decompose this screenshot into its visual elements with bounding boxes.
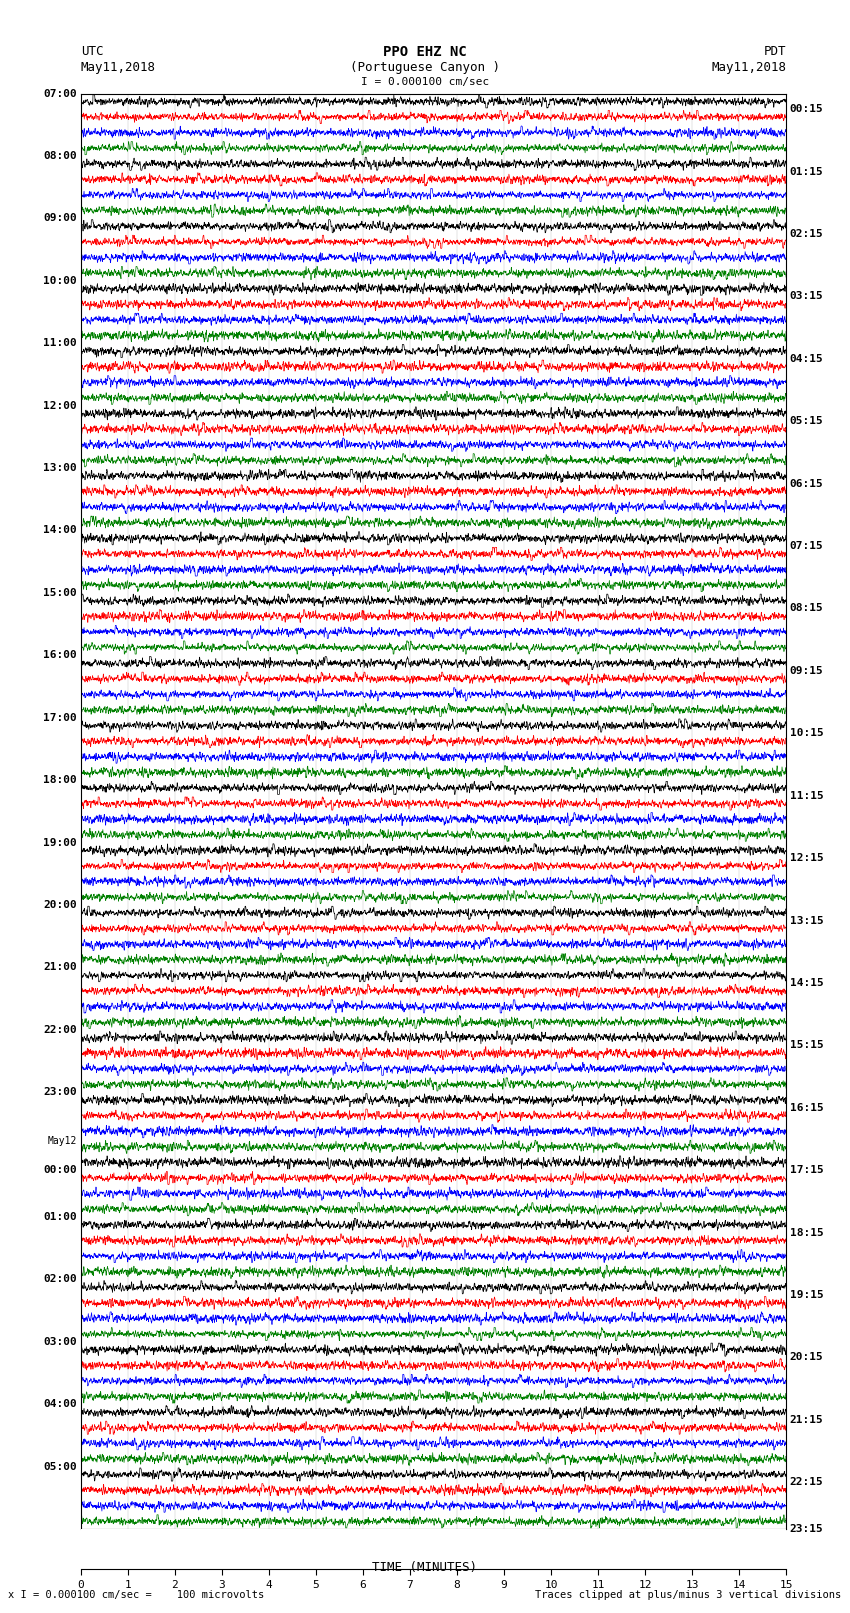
Text: 19:15: 19:15 [790,1290,824,1300]
Text: 02:15: 02:15 [790,229,824,239]
Text: 23:00: 23:00 [43,1087,77,1097]
Text: 16:15: 16:15 [790,1103,824,1113]
Text: 05:15: 05:15 [790,416,824,426]
Text: 10:00: 10:00 [43,276,77,286]
Text: May12: May12 [48,1136,77,1145]
Text: 08:15: 08:15 [790,603,824,613]
Text: 07:00: 07:00 [43,89,77,98]
Text: 12:00: 12:00 [43,400,77,411]
Text: May11,2018: May11,2018 [81,61,156,74]
Text: 14:00: 14:00 [43,526,77,536]
Text: 20:15: 20:15 [790,1352,824,1363]
Text: 15:15: 15:15 [790,1040,824,1050]
Text: Traces clipped at plus/minus 3 vertical divisions: Traces clipped at plus/minus 3 vertical … [536,1590,842,1600]
Text: 22:15: 22:15 [790,1478,824,1487]
Text: 21:15: 21:15 [790,1415,824,1424]
Text: 13:15: 13:15 [790,916,824,926]
Text: 12:15: 12:15 [790,853,824,863]
Text: 17:15: 17:15 [790,1165,824,1176]
Text: PPO EHZ NC: PPO EHZ NC [383,45,467,60]
Text: 06:15: 06:15 [790,479,824,489]
Text: UTC: UTC [81,45,103,58]
Text: 18:15: 18:15 [790,1227,824,1237]
Text: 20:00: 20:00 [43,900,77,910]
Text: 21:00: 21:00 [43,963,77,973]
Text: 17:00: 17:00 [43,713,77,723]
Text: 23:15: 23:15 [790,1524,824,1534]
Text: May11,2018: May11,2018 [711,61,786,74]
Text: 04:00: 04:00 [43,1400,77,1410]
Text: 18:00: 18:00 [43,776,77,786]
Text: 04:15: 04:15 [790,353,824,365]
Text: 11:15: 11:15 [790,790,824,800]
Text: 05:00: 05:00 [43,1461,77,1471]
Text: 16:00: 16:00 [43,650,77,660]
Text: (Portuguese Canyon ): (Portuguese Canyon ) [350,61,500,74]
Text: x I = 0.000100 cm/sec =    100 microvolts: x I = 0.000100 cm/sec = 100 microvolts [8,1590,264,1600]
Text: 02:00: 02:00 [43,1274,77,1284]
Text: 22:00: 22:00 [43,1024,77,1036]
Text: 03:00: 03:00 [43,1337,77,1347]
Text: 00:00: 00:00 [43,1165,77,1176]
Text: 15:00: 15:00 [43,587,77,598]
Text: 09:00: 09:00 [43,213,77,223]
Text: 03:15: 03:15 [790,292,824,302]
Text: 07:15: 07:15 [790,540,824,552]
Text: 11:00: 11:00 [43,339,77,348]
Text: 14:15: 14:15 [790,977,824,989]
Text: 01:15: 01:15 [790,166,824,176]
Text: 01:00: 01:00 [43,1211,77,1223]
Text: I = 0.000100 cm/sec: I = 0.000100 cm/sec [361,77,489,87]
Text: PDT: PDT [764,45,786,58]
Text: 08:00: 08:00 [43,152,77,161]
Text: 09:15: 09:15 [790,666,824,676]
Text: 00:15: 00:15 [790,105,824,115]
Text: 13:00: 13:00 [43,463,77,473]
Text: TIME (MINUTES): TIME (MINUTES) [372,1561,478,1574]
Text: 19:00: 19:00 [43,837,77,847]
Text: 10:15: 10:15 [790,729,824,739]
